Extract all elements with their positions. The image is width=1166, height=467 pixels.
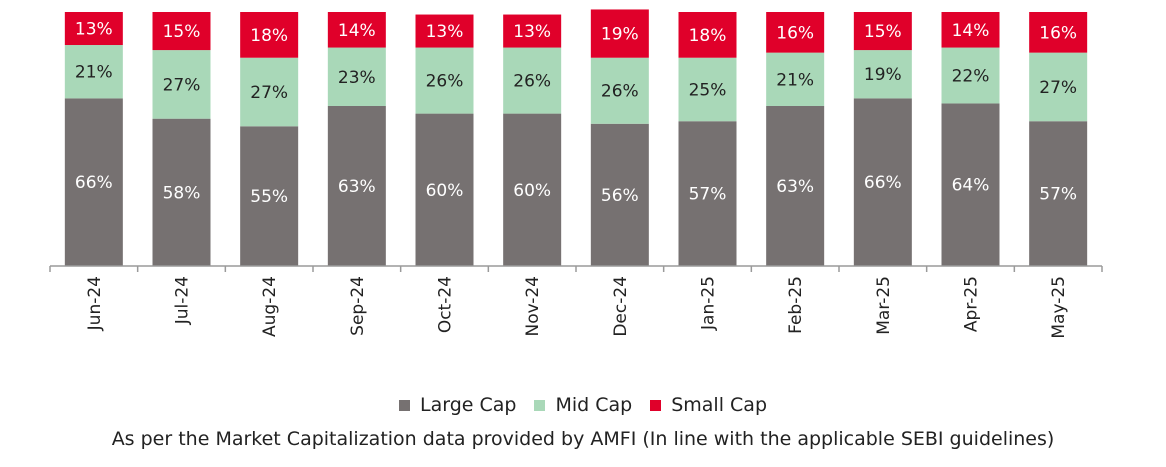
data-label: 21% [75, 63, 113, 83]
x-tick-label: Jul-24 [173, 276, 193, 325]
x-tick-label: Apr-25 [962, 276, 982, 332]
data-label: 66% [75, 173, 113, 193]
bar-large-cap-may-25 [1029, 121, 1088, 266]
data-label: 15% [163, 22, 201, 42]
data-label: 57% [1039, 185, 1077, 205]
bar-mid-cap-apr-25 [941, 47, 1000, 104]
data-label: 16% [1039, 23, 1077, 43]
data-label: 66% [864, 173, 902, 193]
bar-large-cap-jul-24 [152, 118, 211, 267]
bar-mid-cap-oct-24 [415, 47, 474, 114]
bar-large-cap-mar-25 [853, 98, 912, 266]
bar-small-cap-jul-24 [152, 12, 211, 51]
bar-small-cap-may-25 [1029, 12, 1088, 53]
data-label: 16% [776, 23, 814, 43]
bar-small-cap-dec-24 [590, 9, 649, 58]
bar-large-cap-jun-24 [64, 98, 123, 266]
footnote: As per the Market Capitalization data pr… [111, 428, 1055, 450]
data-label: 18% [250, 26, 288, 46]
bar-small-cap-feb-25 [766, 12, 825, 53]
bar-small-cap-mar-25 [853, 12, 912, 51]
bar-small-cap-aug-24 [240, 12, 299, 58]
legend-item-large-cap: Large Cap [399, 394, 516, 416]
bar-mid-cap-mar-25 [853, 50, 912, 99]
legend-label-large-cap: Large Cap [420, 394, 517, 416]
legend-swatch-mid-cap [534, 399, 546, 411]
bar-small-cap-jan-25 [678, 12, 737, 58]
bar-mid-cap-nov-24 [503, 47, 562, 114]
data-label: 13% [513, 22, 551, 42]
bar-large-cap-oct-24 [415, 113, 474, 266]
data-label: 19% [601, 25, 639, 45]
data-label: 58% [163, 183, 201, 203]
bar-large-cap-dec-24 [590, 123, 649, 266]
legend-item-mid-cap: Mid Cap [534, 394, 632, 416]
data-label: 26% [601, 82, 639, 102]
bar-small-cap-nov-24 [503, 14, 562, 48]
data-label: 14% [952, 21, 990, 41]
data-label: 15% [864, 22, 902, 42]
x-tick-label: Mar-25 [874, 276, 894, 335]
x-tick-label: Nov-24 [523, 276, 543, 337]
legend-label-mid-cap: Mid Cap [555, 394, 633, 416]
bar-mid-cap-jan-25 [678, 57, 737, 122]
data-label: 18% [689, 26, 727, 46]
x-tick-label: Dec-24 [611, 276, 631, 337]
data-label: 26% [426, 72, 464, 92]
bar-mid-cap-aug-24 [240, 57, 299, 127]
bar-large-cap-aug-24 [240, 126, 299, 266]
data-label: 22% [952, 67, 990, 87]
x-tick-label: Jan-25 [699, 276, 719, 331]
x-tick-label: Aug-24 [260, 276, 280, 337]
bar-small-cap-apr-25 [941, 12, 1000, 48]
data-label: 63% [338, 177, 376, 197]
data-label: 23% [338, 68, 376, 88]
bar-large-cap-feb-25 [766, 105, 825, 266]
bar-mid-cap-jul-24 [152, 50, 211, 119]
data-label: 60% [513, 181, 551, 201]
legend-label-small-cap: Small Cap [671, 394, 767, 416]
data-label: 57% [689, 185, 727, 205]
data-label: 55% [250, 187, 288, 207]
data-label: 27% [250, 83, 288, 103]
data-label: 56% [601, 186, 639, 206]
x-tick-label: May-25 [1049, 276, 1069, 339]
data-label: 25% [689, 80, 727, 100]
bar-large-cap-sep-24 [327, 105, 386, 266]
data-label: 14% [338, 21, 376, 41]
data-label: 13% [426, 22, 464, 42]
bar-mid-cap-dec-24 [590, 57, 649, 124]
data-label: 19% [864, 65, 902, 85]
stacked-bar-chart: 66% 21% 13% Jun-24 58% 27% 15% Jul-24 55% 27% 18% A… [49, 9, 1103, 339]
bar-mid-cap-may-25 [1029, 52, 1088, 122]
bar-mid-cap-feb-25 [766, 52, 825, 106]
legend: Large Cap Mid Cap Small Cap [0, 394, 1166, 416]
bar-large-cap-jan-25 [678, 121, 737, 266]
x-tick-label: Jun-24 [85, 276, 105, 331]
data-label: 27% [163, 75, 201, 95]
bar-small-cap-oct-24 [415, 14, 474, 48]
bar-large-cap-apr-25 [941, 103, 1000, 266]
data-label: 64% [952, 176, 990, 196]
data-label: 27% [1039, 78, 1077, 98]
data-label: 63% [776, 177, 814, 197]
data-label: 26% [513, 72, 551, 92]
x-tick-label: Sep-24 [348, 276, 368, 336]
legend-item-small-cap: Small Cap [650, 394, 767, 416]
bar-small-cap-jun-24 [64, 12, 123, 46]
data-label: 13% [75, 20, 113, 40]
legend-swatch-large-cap [399, 399, 410, 411]
bar-large-cap-nov-24 [503, 113, 562, 266]
data-label: 21% [776, 70, 814, 90]
x-tick-label: Feb-25 [786, 276, 806, 334]
bar-mid-cap-jun-24 [64, 45, 123, 99]
bar-mid-cap-sep-24 [327, 47, 386, 106]
bar-small-cap-sep-24 [327, 12, 386, 48]
legend-swatch-small-cap [650, 399, 662, 411]
data-label: 60% [426, 181, 464, 201]
x-tick-label: Oct-24 [436, 276, 456, 333]
